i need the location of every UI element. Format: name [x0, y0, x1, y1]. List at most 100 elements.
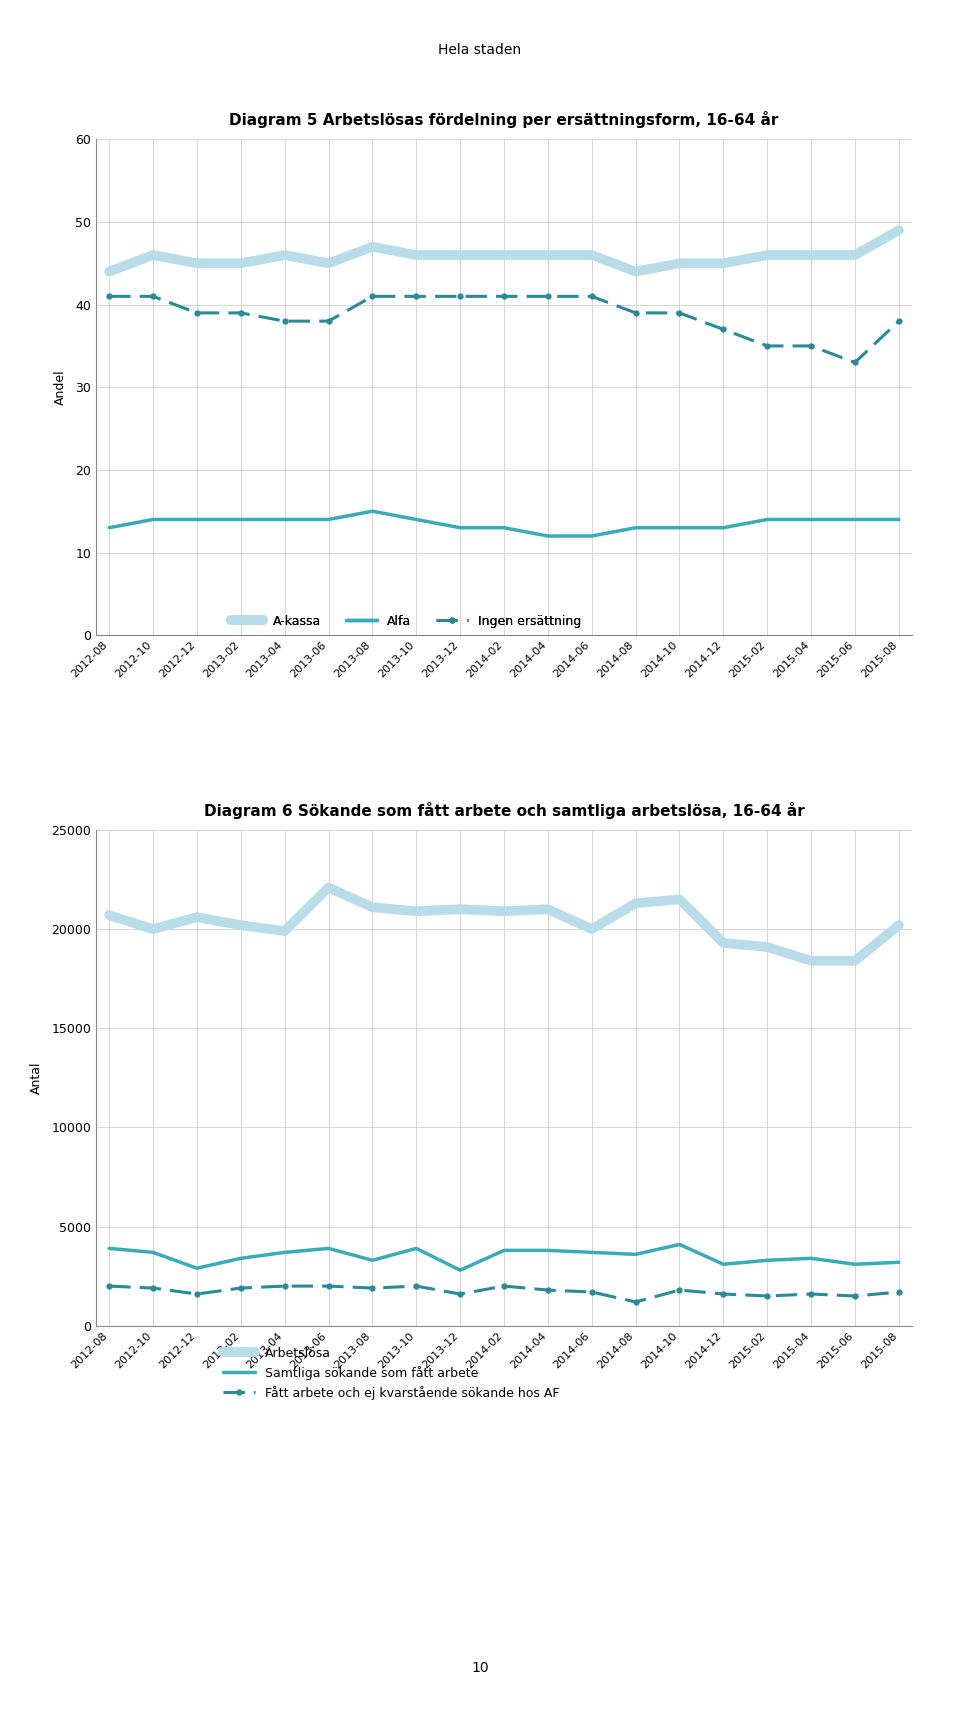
- Arbetslösa: [717, 932, 729, 952]
- A-kassa: [147, 245, 158, 266]
- Title: Diagram 5 Arbetslösas fördelning per ersättningsform, 16-64 år: Diagram 5 Arbetslösas fördelning per ers…: [229, 111, 779, 128]
- Fått arbete och ej kvarstående sökande hos AF: [147, 1278, 158, 1298]
- Arbetslösa: [761, 937, 773, 958]
- Ingen ersättning: [191, 303, 203, 324]
- Fått arbete och ej kvarstående sökande hos AF: [542, 1280, 554, 1300]
- Legend: A-kassa, Alfa, Ingen ersättning: A-kassa, Alfa, Ingen ersättning: [227, 610, 586, 634]
- Arbetslösa: [498, 901, 510, 922]
- A-kassa: [104, 262, 115, 283]
- Fått arbete och ej kvarstående sökande hos AF: [805, 1283, 817, 1304]
- Arbetslösa: [235, 915, 247, 935]
- Ingen ersättning: [850, 353, 861, 373]
- Arbetslösa: [104, 904, 115, 925]
- A-kassa: [761, 245, 773, 266]
- Arbetslösa: [279, 922, 291, 942]
- Arbetslösa: [454, 899, 466, 920]
- Alfa: [191, 509, 203, 529]
- Ingen ersättning: [147, 286, 158, 307]
- Arbetslösa: [542, 899, 554, 920]
- Samtliga sökande som fått arbete: [805, 1249, 817, 1269]
- Line: A-kassa: A-kassa: [109, 230, 899, 272]
- Y-axis label: Antal: Antal: [30, 1062, 43, 1095]
- Samtliga sökande som fått arbete: [191, 1257, 203, 1278]
- Fått arbete och ej kvarstående sökande hos AF: [104, 1276, 115, 1297]
- Samtliga sökande som fått arbete: [761, 1250, 773, 1271]
- Fått arbete och ej kvarstående sökande hos AF: [411, 1276, 422, 1297]
- Ingen ersättning: [323, 310, 334, 331]
- Alfa: [498, 517, 510, 538]
- Alfa: [630, 517, 641, 538]
- Line: Samtliga sökande som fått arbete: Samtliga sökande som fått arbete: [109, 1244, 899, 1271]
- Text: 10: 10: [471, 1662, 489, 1675]
- Alfa: [235, 509, 247, 529]
- Ingen ersättning: [805, 336, 817, 356]
- Fått arbete och ej kvarstående sökande hos AF: [498, 1276, 510, 1297]
- Arbetslösa: [147, 918, 158, 939]
- A-kassa: [367, 236, 378, 257]
- Ingen ersättning: [454, 286, 466, 307]
- Ingen ersättning: [104, 286, 115, 307]
- Alfa: [279, 509, 291, 529]
- Fått arbete och ej kvarstående sökande hos AF: [717, 1283, 729, 1304]
- Arbetslösa: [367, 898, 378, 918]
- Samtliga sökande som fått arbete: [104, 1238, 115, 1259]
- Samtliga sökande som fått arbete: [850, 1254, 861, 1274]
- Samtliga sökande som fått arbete: [411, 1238, 422, 1259]
- A-kassa: [630, 262, 641, 283]
- Y-axis label: Andel: Andel: [54, 370, 67, 404]
- Arbetslösa: [805, 951, 817, 971]
- Alfa: [674, 517, 685, 538]
- Fått arbete och ej kvarstående sökande hos AF: [674, 1280, 685, 1300]
- Ingen ersättning: [411, 286, 422, 307]
- Alfa: [893, 509, 904, 529]
- Ingen ersättning: [542, 286, 554, 307]
- A-kassa: [542, 245, 554, 266]
- Legend: Arbetslösa, Samtliga sökande som fått arbete, Fått arbete och ej kvarstående sök: Arbetslösa, Samtliga sökande som fått ar…: [218, 1341, 564, 1405]
- Alfa: [542, 526, 554, 546]
- Samtliga sökande som fått arbete: [367, 1250, 378, 1271]
- Alfa: [717, 517, 729, 538]
- Samtliga sökande som fått arbete: [498, 1240, 510, 1261]
- Ingen ersättning: [893, 310, 904, 331]
- Ingen ersättning: [498, 286, 510, 307]
- Alfa: [367, 500, 378, 521]
- Fått arbete och ej kvarstående sökande hos AF: [235, 1278, 247, 1298]
- Samtliga sökande som fått arbete: [674, 1233, 685, 1254]
- Fått arbete och ej kvarstående sökande hos AF: [850, 1286, 861, 1307]
- Line: Arbetslösa: Arbetslösa: [109, 887, 899, 961]
- Fått arbete och ej kvarstående sökande hos AF: [761, 1286, 773, 1307]
- Ingen ersättning: [717, 319, 729, 339]
- Samtliga sökande som fått arbete: [323, 1238, 334, 1259]
- A-kassa: [323, 254, 334, 274]
- Fått arbete och ej kvarstående sökande hos AF: [191, 1283, 203, 1304]
- A-kassa: [411, 245, 422, 266]
- A-kassa: [279, 245, 291, 266]
- Samtliga sökande som fått arbete: [717, 1254, 729, 1274]
- Ingen ersättning: [235, 303, 247, 324]
- Samtliga sökande som fått arbete: [542, 1240, 554, 1261]
- Arbetslösa: [411, 901, 422, 922]
- Arbetslösa: [630, 892, 641, 913]
- A-kassa: [586, 245, 597, 266]
- Fått arbete och ej kvarstående sökande hos AF: [367, 1278, 378, 1298]
- Alfa: [411, 509, 422, 529]
- Line: Alfa: Alfa: [109, 510, 899, 536]
- Arbetslösa: [191, 906, 203, 927]
- Text: Hela staden: Hela staden: [439, 43, 521, 57]
- A-kassa: [498, 245, 510, 266]
- Title: Diagram 6 Sökande som fått arbete och samtliga arbetslösa, 16-64 år: Diagram 6 Sökande som fått arbete och sa…: [204, 802, 804, 819]
- A-kassa: [717, 254, 729, 274]
- Fått arbete och ej kvarstående sökande hos AF: [630, 1292, 641, 1312]
- A-kassa: [893, 219, 904, 240]
- A-kassa: [454, 245, 466, 266]
- A-kassa: [191, 254, 203, 274]
- Line: Ingen ersättning: Ingen ersättning: [107, 295, 901, 365]
- Fått arbete och ej kvarstående sökande hos AF: [893, 1281, 904, 1302]
- Arbetslösa: [850, 951, 861, 971]
- A-kassa: [235, 254, 247, 274]
- Ingen ersättning: [367, 286, 378, 307]
- Ingen ersättning: [761, 336, 773, 356]
- Alfa: [805, 509, 817, 529]
- Samtliga sökande som fått arbete: [586, 1242, 597, 1262]
- A-kassa: [805, 245, 817, 266]
